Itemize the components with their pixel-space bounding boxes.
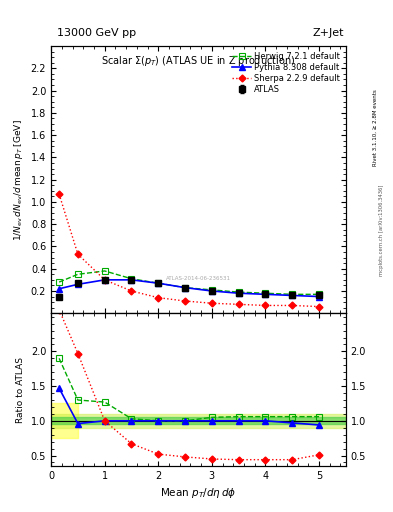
Pythia 8.308 default — [236, 290, 241, 296]
Y-axis label: Ratio to ATLAS: Ratio to ATLAS — [16, 356, 25, 422]
Sherpa 2.2.9 default — [290, 303, 295, 309]
Sherpa 2.2.9 default — [75, 251, 80, 258]
Herwig 7.2.1 default — [236, 289, 241, 295]
Pythia 8.308 default — [129, 277, 134, 283]
Herwig 7.2.1 default — [317, 291, 321, 297]
Herwig 7.2.1 default — [290, 291, 295, 297]
Sherpa 2.2.9 default — [183, 298, 187, 304]
Herwig 7.2.1 default — [129, 275, 134, 282]
Text: Scalar $\Sigma(p_T)$ (ATLAS UE in Z production): Scalar $\Sigma(p_T)$ (ATLAS UE in Z prod… — [101, 54, 296, 68]
Bar — [51, 417, 346, 424]
X-axis label: Mean $p_T/d\eta\,d\phi$: Mean $p_T/d\eta\,d\phi$ — [160, 486, 237, 500]
Herwig 7.2.1 default — [209, 287, 214, 293]
Sherpa 2.2.9 default — [102, 277, 107, 283]
Line: Herwig 7.2.1 default: Herwig 7.2.1 default — [56, 268, 322, 297]
Bar — [51, 403, 78, 438]
Herwig 7.2.1 default — [57, 279, 61, 285]
Pythia 8.308 default — [263, 291, 268, 297]
Herwig 7.2.1 default — [183, 285, 187, 291]
Sherpa 2.2.9 default — [129, 288, 134, 294]
Pythia 8.308 default — [290, 292, 295, 298]
Line: Sherpa 2.2.9 default: Sherpa 2.2.9 default — [57, 191, 321, 309]
Sherpa 2.2.9 default — [263, 303, 268, 309]
Pythia 8.308 default — [317, 293, 321, 300]
Pythia 8.308 default — [102, 277, 107, 283]
Text: ATLAS-2014-06-236531: ATLAS-2014-06-236531 — [166, 276, 231, 281]
Sherpa 2.2.9 default — [236, 301, 241, 307]
Pythia 8.308 default — [209, 288, 214, 294]
Sherpa 2.2.9 default — [209, 300, 214, 306]
Sherpa 2.2.9 default — [317, 304, 321, 310]
Sherpa 2.2.9 default — [57, 191, 61, 197]
Pythia 8.308 default — [156, 280, 161, 286]
Text: Rivet 3.1.10, ≥ 2.8M events: Rivet 3.1.10, ≥ 2.8M events — [373, 90, 378, 166]
Text: Z+Jet: Z+Jet — [312, 28, 344, 38]
Herwig 7.2.1 default — [263, 290, 268, 296]
Legend: Herwig 7.2.1 default, Pythia 8.308 default, Sherpa 2.2.9 default, ATLAS: Herwig 7.2.1 default, Pythia 8.308 defau… — [231, 50, 342, 96]
Bar — [51, 414, 346, 428]
Herwig 7.2.1 default — [75, 271, 80, 278]
Pythia 8.308 default — [183, 285, 187, 291]
Y-axis label: $1/N_{\rm ev}\,dN_{\rm ev}/d\,\mathrm{mean}\,p_T$ [GeV]: $1/N_{\rm ev}\,dN_{\rm ev}/d\,\mathrm{me… — [12, 119, 25, 241]
Sherpa 2.2.9 default — [156, 294, 161, 301]
Herwig 7.2.1 default — [102, 268, 107, 274]
Herwig 7.2.1 default — [156, 280, 161, 286]
Text: mcplots.cern.ch [arXiv:1306.3436]: mcplots.cern.ch [arXiv:1306.3436] — [379, 185, 384, 276]
Text: 13000 GeV pp: 13000 GeV pp — [57, 28, 136, 38]
Pythia 8.308 default — [75, 281, 80, 287]
Line: Pythia 8.308 default: Pythia 8.308 default — [56, 277, 322, 300]
Pythia 8.308 default — [57, 286, 61, 292]
